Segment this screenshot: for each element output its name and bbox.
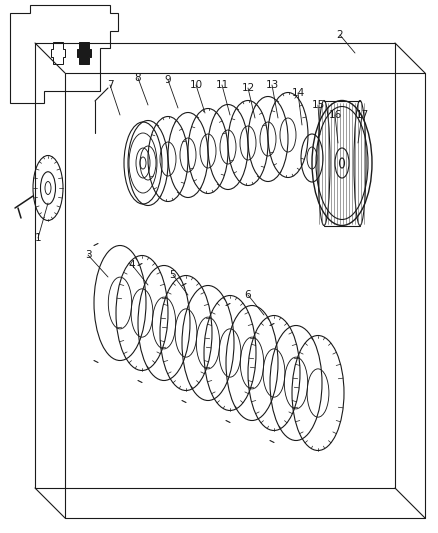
- Text: 9: 9: [165, 75, 171, 85]
- Text: 12: 12: [241, 83, 254, 93]
- Text: 13: 13: [265, 80, 279, 90]
- Text: 6: 6: [245, 290, 251, 300]
- Text: 11: 11: [215, 80, 229, 90]
- Text: 2: 2: [337, 30, 343, 40]
- Text: 4: 4: [129, 260, 135, 270]
- Text: 14: 14: [291, 88, 304, 98]
- Text: 17: 17: [355, 110, 369, 120]
- Polygon shape: [77, 42, 91, 64]
- Text: 1: 1: [35, 233, 41, 243]
- Text: 3: 3: [85, 250, 91, 260]
- Text: 7: 7: [107, 80, 113, 90]
- Text: 10: 10: [190, 80, 202, 90]
- Text: 8: 8: [135, 73, 141, 83]
- Text: 16: 16: [328, 110, 342, 120]
- Text: 5: 5: [170, 270, 177, 280]
- Text: 15: 15: [311, 100, 325, 110]
